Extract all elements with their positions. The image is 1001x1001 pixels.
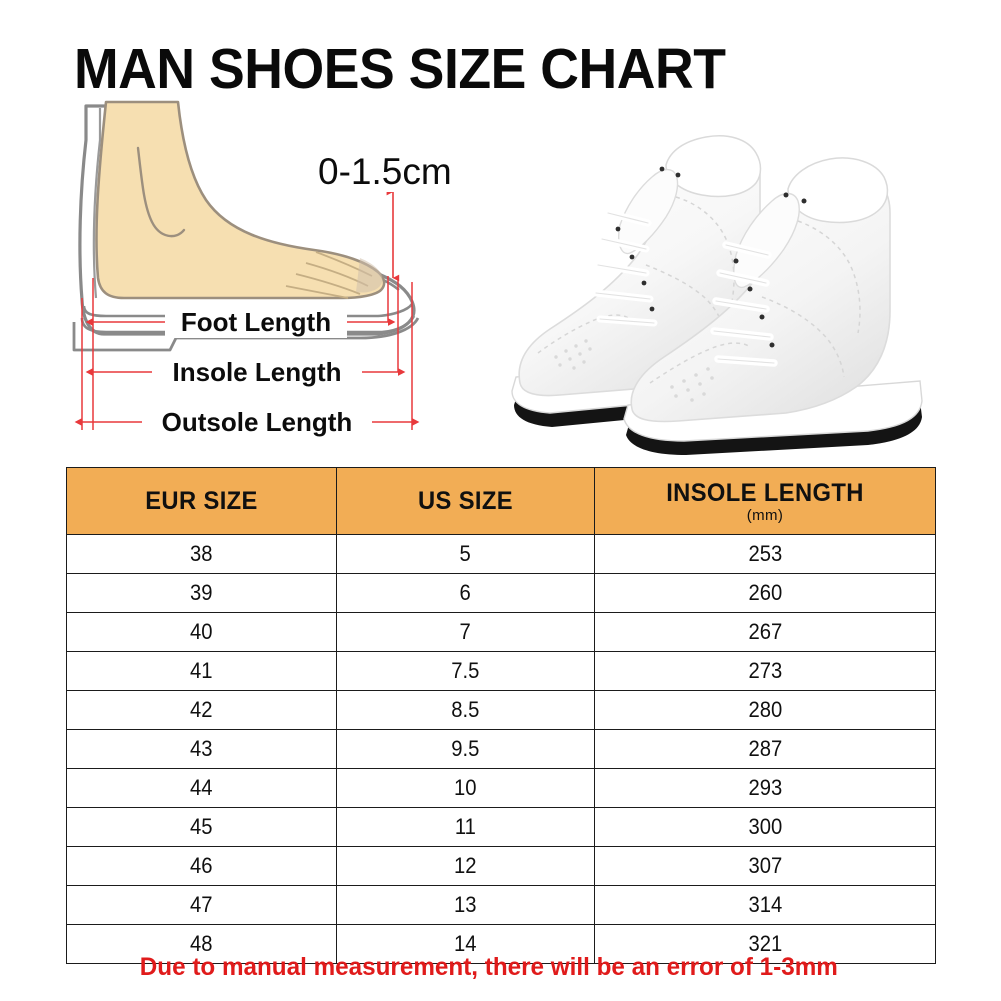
- cell-us-size: 8.5: [336, 690, 595, 730]
- foot-in-shoe-cross-section-illustration: Foot Length Insole Length Outsole Length…: [72, 100, 490, 438]
- right-sneaker: [623, 157, 923, 455]
- table-header-row: EUR SIZE US SIZE INSOLE LENGTH (mm): [66, 467, 936, 535]
- cell-eur-size: 39: [66, 573, 337, 613]
- column-header-us-size: US SIZE: [336, 467, 595, 535]
- cell-insole-length: 280: [594, 690, 936, 730]
- insole-length-label: Insole Length: [173, 357, 342, 387]
- column-header-insole-length-unit: (mm): [746, 506, 784, 524]
- sneaker-pair-photo: [500, 105, 960, 460]
- cell-us-size: 13: [336, 885, 595, 925]
- cell-eur-size: 43: [66, 729, 337, 769]
- cell-insole-length: 307: [594, 846, 936, 886]
- measurement-error-note: Due to manual measurement, there will be…: [139, 953, 838, 981]
- cell-insole-length: 314: [594, 885, 936, 925]
- foot-shape: [95, 100, 386, 300]
- column-header-eur-size-label: EUR SIZE: [145, 487, 258, 515]
- table-row: 43 9.5 287: [66, 729, 936, 769]
- table-row: 46 12 307: [66, 846, 936, 886]
- cell-insole-length: 293: [594, 768, 936, 808]
- cell-eur-size: 47: [66, 885, 337, 925]
- cell-eur-size: 46: [66, 846, 337, 886]
- cell-insole-length: 260: [594, 573, 936, 613]
- cell-us-size: 7.5: [336, 651, 595, 691]
- cell-insole-length: 267: [594, 612, 936, 652]
- table-row: 47 13 314: [66, 885, 936, 925]
- table-row: 44 10 293: [66, 768, 936, 808]
- column-header-eur-size: EUR SIZE: [66, 467, 337, 535]
- size-chart-table: EUR SIZE US SIZE INSOLE LENGTH (mm) 38 5…: [66, 467, 936, 964]
- cell-us-size: 14: [336, 924, 595, 964]
- cell-us-size: 5: [336, 534, 595, 574]
- table-row: 38 5 253: [66, 534, 936, 574]
- cell-us-size: 7: [336, 612, 595, 652]
- cell-eur-size: 44: [66, 768, 337, 808]
- table-row: 41 7.5 273: [66, 651, 936, 691]
- column-header-insole-length-label: INSOLE LENGTH: [666, 478, 864, 507]
- cell-eur-size: 45: [66, 807, 337, 847]
- size-table-container: EUR SIZE US SIZE INSOLE LENGTH (mm) 38 5…: [66, 467, 936, 964]
- cell-insole-length: 287: [594, 729, 936, 769]
- outsole-length-label: Outsole Length: [162, 407, 353, 437]
- table-row: 40 7 267: [66, 612, 936, 652]
- cell-insole-length: 321: [594, 924, 936, 964]
- table-row: 42 8.5 280: [66, 690, 936, 730]
- column-header-insole-length: INSOLE LENGTH (mm): [594, 467, 936, 535]
- table-row: 48 14 321: [66, 924, 936, 964]
- foot-length-label: Foot Length: [181, 307, 331, 337]
- table-row: 39 6 260: [66, 573, 936, 613]
- cell-eur-size: 48: [66, 924, 337, 964]
- cell-us-size: 6: [336, 573, 595, 613]
- column-header-us-size-label: US SIZE: [417, 487, 514, 515]
- table-body: 38 5 253 39 6 260 40 7 267 41 7.5 273 42: [66, 534, 936, 964]
- cell-us-size: 11: [336, 807, 595, 847]
- page-title: MAN SHOES SIZE CHART: [74, 37, 726, 101]
- cell-eur-size: 41: [66, 651, 337, 691]
- measurement-guide-lines: [81, 276, 413, 430]
- cell-eur-size: 40: [66, 612, 337, 652]
- cell-us-size: 12: [336, 846, 595, 886]
- cell-insole-length: 273: [594, 651, 936, 691]
- cell-us-size: 9.5: [336, 729, 595, 769]
- table-row: 45 11 300: [66, 807, 936, 847]
- cell-eur-size: 42: [66, 690, 337, 730]
- cell-insole-length: 300: [594, 807, 936, 847]
- cell-us-size: 10: [336, 768, 595, 808]
- sneaker-pair-illustration: [511, 135, 923, 455]
- foot-measurement-diagram: Foot Length Insole Length Outsole Length…: [60, 100, 510, 450]
- cell-eur-size: 38: [66, 534, 337, 574]
- toe-gap-label: 0-1.5cm: [318, 151, 452, 192]
- cell-insole-length: 253: [594, 534, 936, 574]
